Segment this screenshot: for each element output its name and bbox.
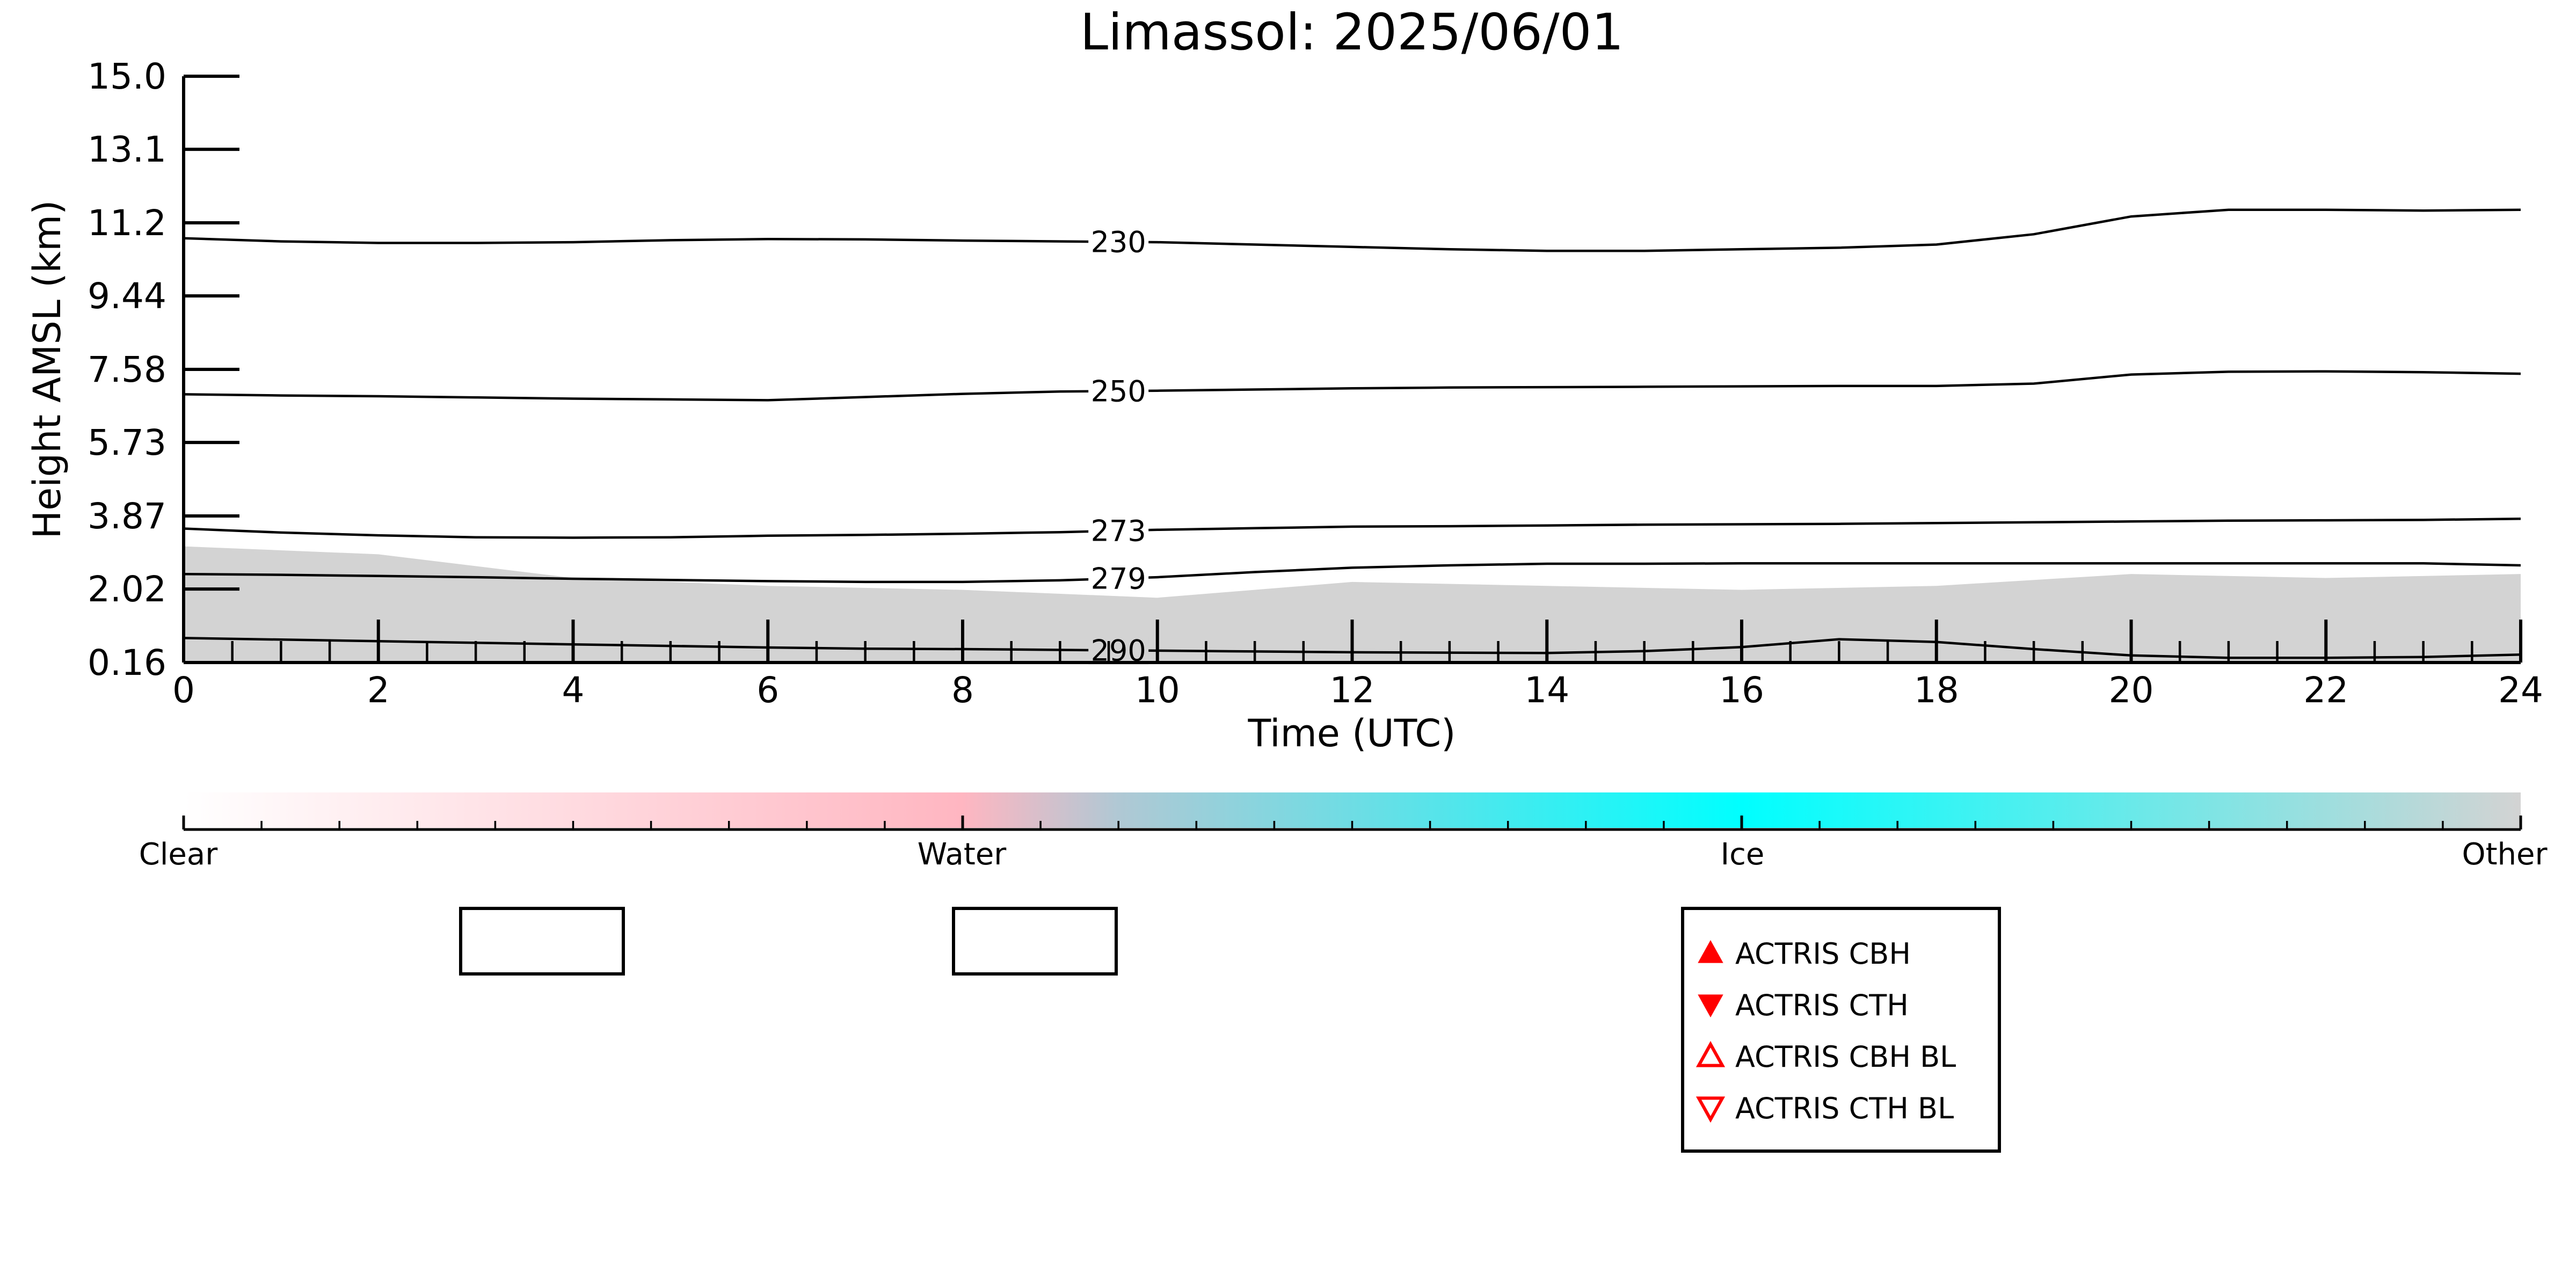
x-tick-label: 22 <box>2303 670 2348 711</box>
contour-label-gap <box>1088 228 1149 256</box>
legend-entries: ACTRIS CBH ACTRIS CTH ACTRIS CBH BL ACTRIS … <box>1695 937 1956 1125</box>
x-tick-label: 18 <box>1914 670 1959 711</box>
legend-area: ACTRIS CBH ACTRIS CTH ACTRIS CBH BL ACTRIS … <box>459 907 2001 1153</box>
legend-box <box>1681 907 2001 1153</box>
y-tick-label: 15.0 <box>88 56 166 97</box>
x-tick-label: 10 <box>1135 670 1180 711</box>
x-tick-label: 2 <box>367 670 390 711</box>
y-axis-label: Height AMSL (km) <box>25 200 69 539</box>
x-tick-label: 4 <box>562 670 585 711</box>
y-tick-label: 7.58 <box>88 349 166 390</box>
y-tick-label: 9.44 <box>88 275 166 317</box>
legend-marker-triangle-down-open <box>1695 1096 1726 1123</box>
y-ticks: 0.16 2.02 3.87 5.73 7.58 9.44 11.2 13.1 15.0 <box>88 56 239 683</box>
contour-label-273: 273 <box>1091 514 1146 548</box>
x-ticks: 0 2 4 6 8 10 12 14 16 18 20 22 24 <box>172 620 2543 711</box>
colorbar-label-water: Water <box>918 837 1007 872</box>
legend-marker-triangle-up-filled <box>1698 940 1723 963</box>
legend-entry-label: ACTRIS CTH <box>1735 988 1909 1022</box>
legend-marker-triangle-down-filled <box>1698 994 1723 1018</box>
chart-title: Limassol: 2025/06/01 <box>1080 3 1624 62</box>
colorbar-label-other: Other <box>2462 837 2548 872</box>
contour-line-250 <box>184 370 2521 402</box>
contour-label-250: 250 <box>1091 374 1146 408</box>
y-tick-label: 0.16 <box>88 642 166 683</box>
contour-label-gap <box>1088 377 1149 405</box>
y-tick-label: 11.2 <box>88 202 166 244</box>
x-tick-label: 16 <box>1719 670 1764 711</box>
x-tick-label: 8 <box>951 670 974 711</box>
x-tick-label: 6 <box>756 670 779 711</box>
x-axis: 0 2 4 6 8 10 12 14 16 18 20 22 24 Time (UTC) <box>172 620 2543 755</box>
x-tick-label: 14 <box>1524 670 1569 711</box>
legend-entry-label: ACTRIS CTH BL <box>1735 1091 1954 1125</box>
colorbar-ticks <box>182 816 2522 829</box>
x-tick-label: 24 <box>2498 670 2543 711</box>
empty-legend-box-1 <box>459 907 625 976</box>
contour-label-gap <box>1088 564 1149 593</box>
contour-label-230: 230 <box>1091 225 1146 259</box>
legend-entry-label: ACTRIS CBH <box>1735 937 1911 971</box>
x-tick-label: 12 <box>1330 670 1375 711</box>
colorbar: Clear Water Ice Other <box>139 792 2548 872</box>
contour-label-gap <box>1088 636 1149 665</box>
contour-label-279: 279 <box>1091 562 1146 595</box>
legend-entry-label: ACTRIS CBH BL <box>1735 1040 1956 1074</box>
y-axis: 0.16 2.02 3.87 5.73 7.58 9.44 11.2 13.1 15.0 Hei… <box>25 56 239 683</box>
y-tick-label: 2.02 <box>88 569 166 610</box>
x-tick-label: 0 <box>172 670 195 711</box>
x-axis-label: Time (UTC) <box>1248 711 1456 755</box>
colorbar-label-ice: Ice <box>1721 837 1765 872</box>
empty-legend-box-2 <box>952 907 1118 976</box>
contour-line-230 <box>184 208 2521 252</box>
contour-label-gap <box>1088 516 1149 545</box>
legend-marker-triangle-up-open <box>1695 1040 1726 1067</box>
colorbar-label-clear: Clear <box>139 837 218 872</box>
contour-line-279 <box>184 562 2521 584</box>
contour-line-273 <box>184 517 2521 539</box>
colorbar-labels: Clear Water Ice Other <box>139 837 2548 872</box>
y-tick-label: 5.73 <box>88 422 166 463</box>
y-tick-label: 13.1 <box>88 129 166 170</box>
y-tick-label: 3.87 <box>88 496 166 537</box>
x-tick-label: 20 <box>2109 670 2154 711</box>
